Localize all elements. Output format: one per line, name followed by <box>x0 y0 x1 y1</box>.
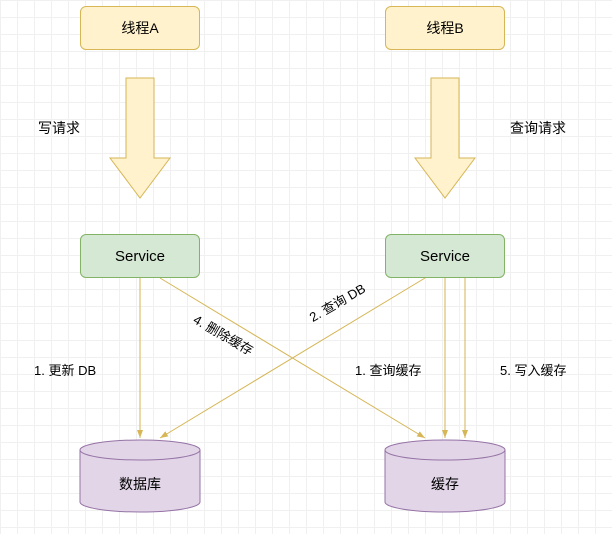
thread-b-node: 线程B <box>385 6 505 50</box>
service-left-node: Service <box>80 234 200 278</box>
edge-label-e2: 1. 查询缓存 <box>355 360 421 379</box>
edge-label-e4: 2. 查询 DB <box>305 278 368 326</box>
write-request-label: 写请求 <box>38 118 80 138</box>
cache-label: 缓存 <box>385 474 505 494</box>
database-label: 数据库 <box>80 474 200 494</box>
service-left-label: Service <box>115 248 165 265</box>
edge-label-e3: 4. 删除缓存 <box>190 309 257 359</box>
edge-label-e1: 1. 更新 DB <box>34 360 96 379</box>
service-right-node: Service <box>385 234 505 278</box>
diagram-canvas: 线程A 线程B Service Service 数据库 缓存 写请求 查询请求 … <box>0 0 612 534</box>
edge-label-e5: 5. 写入缓存 <box>500 360 566 379</box>
thread-a-label: 线程A <box>121 18 158 38</box>
thread-b-label: 线程B <box>426 18 463 38</box>
thread-a-node: 线程A <box>80 6 200 50</box>
query-request-label: 查询请求 <box>510 118 566 138</box>
service-right-label: Service <box>420 248 470 265</box>
